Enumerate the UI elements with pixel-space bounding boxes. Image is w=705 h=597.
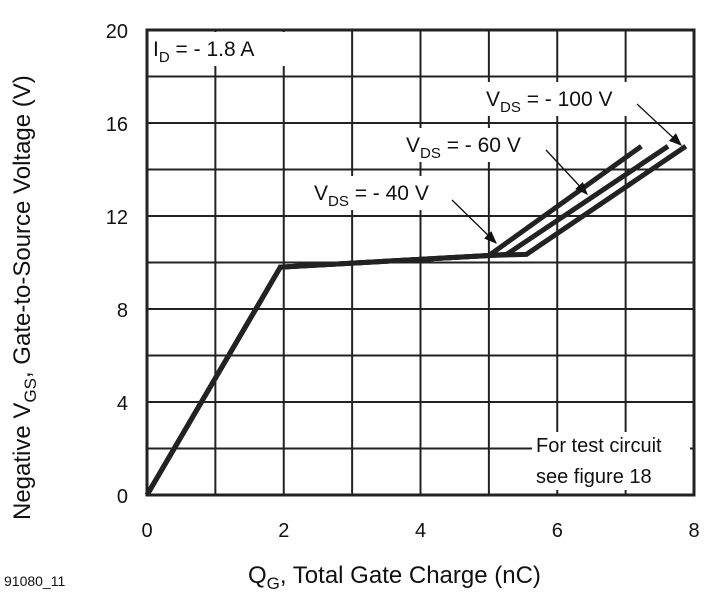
- series-labels: VDS = - 40 V VDS = - 60 V VDS = - 100 V: [310, 82, 682, 244]
- series-label-0: VDS = - 40 V: [314, 182, 429, 210]
- y-tick-label: 12: [106, 207, 128, 229]
- series-label-bg: [402, 128, 546, 162]
- plot-border: [145, 28, 696, 497]
- condition-label: ID = - 1.8 A: [153, 38, 254, 66]
- x-axis-label: QG, Total Gate Charge (nC): [248, 562, 541, 593]
- series-label-arrow: [451, 199, 497, 244]
- test-circuit-note-line1: For test circuit: [536, 435, 662, 457]
- y-tick-label: 4: [117, 393, 128, 415]
- series-label-bg: [482, 82, 637, 116]
- series-lines: [144, 144, 688, 497]
- x-tick-label: 4: [415, 520, 426, 542]
- x-tick-label: 6: [552, 520, 563, 542]
- test-circuit-note-line2: see figure 18: [536, 466, 652, 488]
- x-tick-label: 8: [688, 520, 699, 542]
- figure-id: 91080_11: [4, 573, 65, 589]
- tick-labels: 0 2 4 6 8 0 4 8 12 16 20: [106, 21, 700, 542]
- series-label-2: VDS = - 100 V: [486, 88, 613, 116]
- y-tick-label: 0: [117, 486, 128, 508]
- y-tick-label: 20: [106, 21, 128, 43]
- y-tick-label: 16: [106, 114, 128, 136]
- series-label-arrow: [545, 149, 588, 195]
- series-label-1: VDS = - 60 V: [406, 134, 521, 162]
- y-axis-label: Negative VGS, Gate-to-Source Voltage (V): [9, 75, 40, 520]
- condition-label-bg: [149, 32, 285, 66]
- x-tick-label: 0: [141, 520, 152, 542]
- y-tick-label: 8: [117, 300, 128, 322]
- series-label-bg: [310, 176, 452, 210]
- x-tick-label: 2: [278, 520, 289, 542]
- note-bg: [532, 432, 690, 490]
- series-line-2: [144, 144, 688, 497]
- series-label-arrow: [636, 103, 682, 146]
